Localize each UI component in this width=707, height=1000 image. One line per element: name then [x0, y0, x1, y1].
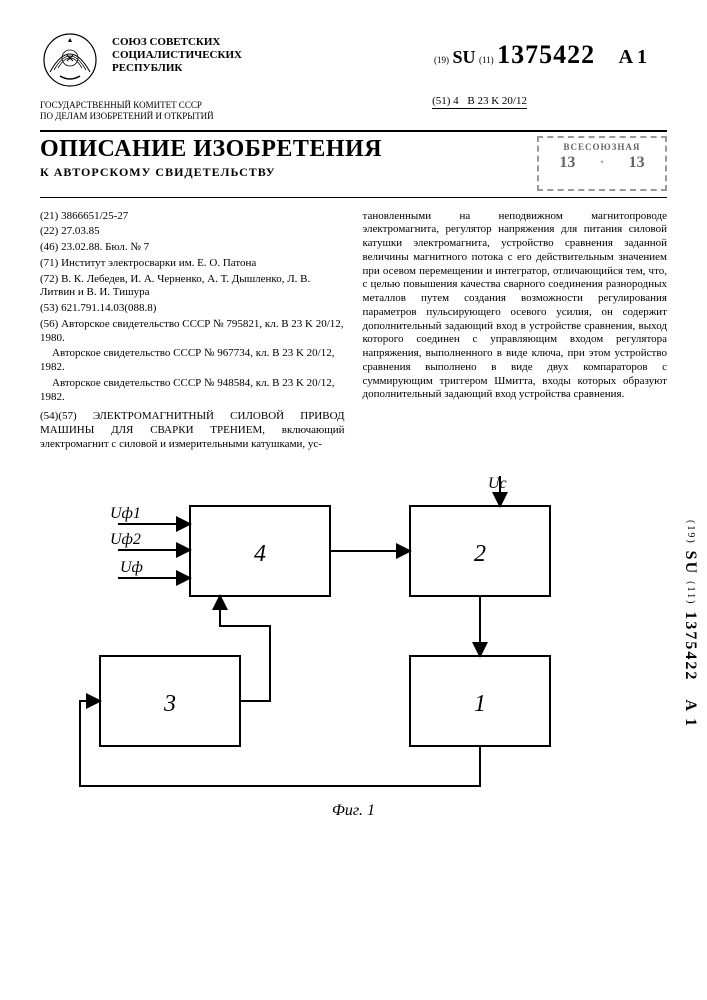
class-value: B 23 K 20/12 [467, 95, 527, 107]
patent-number: 1375422 [497, 40, 595, 69]
subtitle: К АВТОРСКОМУ СВИДЕТЕЛЬСТВУ [40, 165, 382, 180]
abstract-start: (54)(57) ЭЛЕКТРОМАГНИТНЫЙ СИЛОВОЙ ПРИВОД… [40, 410, 345, 451]
left-column: (21) 3866651/25-27 (22) 27.03.85 (46) 23… [40, 210, 345, 454]
field-21: (21) 3866651/25-27 [40, 210, 345, 224]
side-suffix: A 1 [682, 699, 699, 728]
block-2-label: 2 [474, 541, 486, 567]
divider-top [40, 130, 667, 132]
field-56c: Авторское свидетельство СССР № 948584, к… [40, 377, 345, 405]
side-num-prefix: (11) [685, 581, 696, 605]
input-uf2: Uф2 [110, 531, 141, 548]
stamp-line1: ВСЕСОЮЗНАЯ [543, 142, 661, 152]
divider-thin [40, 197, 667, 198]
class-prefix: (51) 4 [432, 95, 459, 107]
union-text: СОЮЗ СОВЕТСКИХ СОЦИАЛИСТИЧЕСКИХ РЕСПУБЛИ… [112, 30, 242, 76]
block-diagram: 4 2 3 1 Uф1 Uф2 Uф Uс Фиг. 1 [40, 476, 667, 816]
side-country: SU [682, 551, 699, 575]
committee-text: ГОСУДАРСТВЕННЫЙ КОМИТЕТ СССР ПО ДЕЛАМ ИЗ… [40, 100, 667, 122]
num-prefix: (11) [479, 55, 494, 65]
field-56b: Авторское свидетельство СССР № 967734, к… [40, 347, 345, 375]
input-uf: Uф [120, 559, 143, 576]
main-title: ОПИСАНИЕ ИЗОБРЕТЕНИЯ [40, 136, 382, 163]
stamp-num-left: 13 [559, 154, 575, 171]
side-prefix: (19) [685, 520, 696, 545]
side-publication-code: (19) SU (11) 1375422 A 1 [681, 520, 699, 728]
library-stamp: ВСЕСОЮЗНАЯ 13 · 13 [537, 136, 667, 191]
field-53: (53) 621.791.14.03(088.8) [40, 302, 345, 316]
side-number: 1375422 [682, 611, 699, 681]
block-1-label: 1 [474, 691, 486, 717]
stamp-line2: 13 · 13 [543, 154, 661, 172]
stamp-num-right: 13 [629, 154, 645, 171]
input-uc: Uс [488, 476, 507, 492]
country-code: SU [452, 47, 475, 67]
publication-code: (19) SU (11) 1375422 A 1 [434, 40, 647, 70]
field-46: (46) 23.02.88. Бюл. № 7 [40, 241, 345, 255]
field-22: (22) 27.03.85 [40, 225, 345, 239]
abstract-cont: тановленными на неподвижном магнитопрово… [363, 210, 668, 403]
country-prefix: (19) [434, 55, 449, 65]
right-column: тановленными на неподвижном магнитопрово… [363, 210, 668, 454]
field-71: (71) Институт электросварки им. Е. О. Па… [40, 257, 345, 271]
ussr-emblem [40, 30, 100, 90]
ipc-class: (51) 4 B 23 K 20/12 [432, 95, 527, 109]
title-block: ОПИСАНИЕ ИЗОБРЕТЕНИЯ К АВТОРСКОМУ СВИДЕТ… [40, 136, 667, 191]
figure-caption: Фиг. 1 [332, 802, 375, 820]
block-3-label: 3 [163, 691, 176, 717]
field-72: (72) В. К. Лебедев, И. А. Черненко, А. Т… [40, 273, 345, 301]
input-uf1: Uф1 [110, 505, 141, 522]
patent-suffix: A 1 [619, 46, 647, 68]
body-columns: (21) 3866651/25-27 (22) 27.03.85 (46) 23… [40, 210, 667, 454]
field-56a: (56) Авторское свидетельство СССР № 7958… [40, 318, 345, 346]
block-4-label: 4 [254, 541, 266, 567]
